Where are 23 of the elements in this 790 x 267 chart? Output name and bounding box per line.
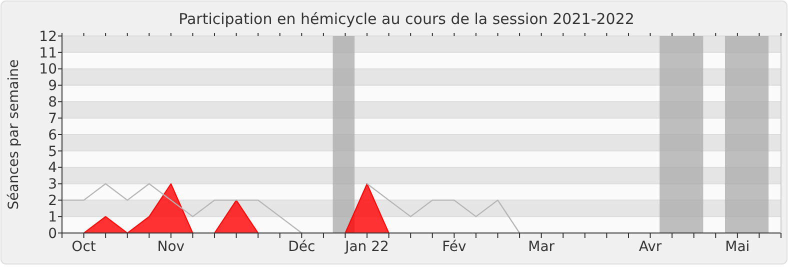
y-tick-label: 1 bbox=[48, 209, 57, 226]
x-tick-label: Nov bbox=[157, 239, 185, 255]
y-tick-label: 3 bbox=[48, 176, 57, 193]
y-tick-label: 6 bbox=[48, 127, 58, 144]
y-tick-label: 5 bbox=[48, 144, 57, 160]
y-tick-label: 7 bbox=[48, 110, 57, 127]
x-tick-label: Oct bbox=[72, 239, 96, 255]
y-tick-label: 2 bbox=[48, 193, 57, 210]
y-tick-label: 0 bbox=[48, 226, 57, 242]
x-tick-label: Déc bbox=[288, 239, 316, 255]
x-tick-label: Mar bbox=[528, 239, 555, 255]
chart-title: Participation en hémicycle au cours de la session 2021-2022 bbox=[178, 10, 634, 28]
x-tick-label: Avr bbox=[638, 239, 662, 255]
y-tick-label: 8 bbox=[48, 94, 57, 111]
y-tick-label: 11 bbox=[39, 45, 57, 62]
y-tick-label: 12 bbox=[39, 28, 57, 45]
y-tick-label: 10 bbox=[39, 62, 57, 78]
y-tick-label: 9 bbox=[48, 78, 57, 94]
x-tick-label: Jan 22 bbox=[344, 239, 389, 255]
x-tick-label: Mai bbox=[725, 239, 750, 255]
y-axis-title: Séances par semaine bbox=[6, 59, 22, 210]
y-tick-label: 4 bbox=[48, 160, 58, 176]
x-tick-label: Fév bbox=[442, 239, 466, 255]
